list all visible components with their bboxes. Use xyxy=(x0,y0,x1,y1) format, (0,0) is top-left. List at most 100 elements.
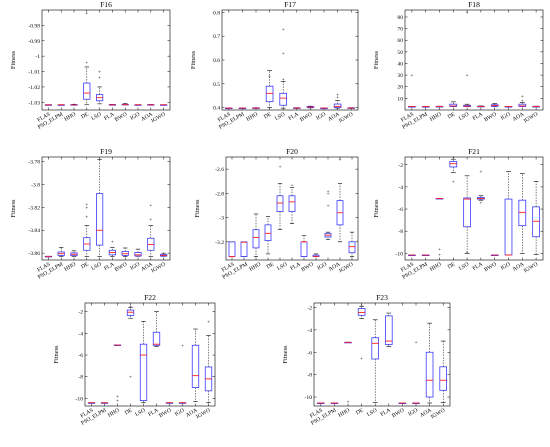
x-tick-label: BWO xyxy=(483,112,497,124)
box-BWO xyxy=(306,105,315,109)
box-LSO: + xyxy=(276,165,284,231)
outlier-point: + xyxy=(521,99,524,105)
x-tick-label: FLA xyxy=(147,408,159,418)
box-body xyxy=(139,343,148,401)
y-tick-label: -3 xyxy=(219,216,224,222)
x-tick-label: HHO xyxy=(245,112,259,123)
y-tick-label: -2 xyxy=(398,163,403,169)
x-tick-label: IGO xyxy=(129,262,141,272)
x-tick-label: DE xyxy=(266,261,276,270)
y-tick-label: -4 xyxy=(78,331,83,337)
box-DE: + xyxy=(265,70,274,108)
y-tick-label: 0.7 xyxy=(213,34,220,40)
y-tick-label: -8 xyxy=(307,373,312,379)
x-tick-label: AOA xyxy=(140,262,154,273)
box-LSO: ++ xyxy=(96,70,104,105)
box-AOA xyxy=(147,104,155,106)
x-tick-label: FLA xyxy=(472,262,484,272)
y-tick-label: -10 xyxy=(305,395,313,401)
outlier-point: + xyxy=(85,11,88,17)
x-tick-label: IGO xyxy=(500,262,512,272)
y-tick-label: -10 xyxy=(396,251,404,257)
outlier-point: + xyxy=(181,343,184,349)
x-tick-label: BWO xyxy=(391,408,405,420)
box-DE: ++ xyxy=(357,303,366,362)
outlier-point: + xyxy=(290,183,293,189)
box-HHO xyxy=(435,105,444,108)
x-tick-label: DE xyxy=(447,111,457,120)
box-PSO_ELPM xyxy=(330,402,339,404)
y-tick-label: -3.2 xyxy=(215,240,224,246)
plot-frame xyxy=(404,9,544,111)
box-FLA: ++ xyxy=(477,169,485,206)
x-tick-label: AOA xyxy=(512,112,526,123)
y-axis-label: Fitness xyxy=(53,345,60,364)
box-HHO: ++ xyxy=(113,344,122,405)
box-body xyxy=(265,85,274,103)
plot-frame xyxy=(41,9,171,111)
box-IGWO xyxy=(439,340,447,403)
outlier-point: + xyxy=(85,60,88,66)
box-FLA: + xyxy=(288,183,296,224)
box-HHO: + xyxy=(344,341,352,406)
box-FLAS xyxy=(228,241,236,258)
y-tick-label: 60 xyxy=(397,38,403,44)
box-body xyxy=(518,199,527,227)
box-FLAS: + xyxy=(408,73,416,108)
outlier-point: + xyxy=(438,252,441,258)
outlier-point: + xyxy=(149,217,152,223)
box-BWO xyxy=(121,103,129,106)
y-tick-label: 0.5 xyxy=(213,82,220,88)
outlier-point: + xyxy=(336,93,339,99)
box-body xyxy=(348,241,356,254)
box-body xyxy=(191,344,200,388)
outlier-point: + xyxy=(414,340,417,346)
x-tick-label: DE xyxy=(355,407,365,416)
outlier-point: + xyxy=(466,10,469,16)
plot-frame xyxy=(84,302,216,407)
box-AOA xyxy=(425,322,434,404)
y-tick-label: 10 xyxy=(397,96,403,102)
box-body xyxy=(371,337,379,360)
box-BWO xyxy=(300,235,308,258)
chart-panel-F16: F16 Fitness -1.03 -1.02 -1.01 -1 -0.99 -0.98 FLA… xyxy=(10,0,171,131)
x-tick-label: BWO xyxy=(158,408,172,420)
box-BWO xyxy=(398,402,407,404)
chart-title: F17 xyxy=(284,0,296,9)
x-tick-label: LSO xyxy=(90,262,102,272)
box-body xyxy=(279,92,287,106)
x-tick-label: DE xyxy=(124,407,134,416)
box-body xyxy=(518,103,527,107)
chart-title: F19 xyxy=(100,147,112,156)
box-body xyxy=(357,308,366,316)
outlier-point: + xyxy=(282,51,285,57)
outlier-point: + xyxy=(282,77,285,83)
box-FLA xyxy=(384,312,393,347)
box-DE xyxy=(449,101,458,107)
outlier-point: + xyxy=(116,394,119,400)
box-DE: ++ xyxy=(449,155,458,185)
y-tick-label: -1.01 xyxy=(28,70,40,76)
box-body xyxy=(252,229,260,249)
box-HHO: ++ xyxy=(435,198,444,258)
box-BWO xyxy=(121,247,129,257)
outlier-point: + xyxy=(85,202,88,208)
y-tick-label: -6 xyxy=(78,353,83,359)
y-tick-label: -10 xyxy=(76,396,84,402)
outlier-point: + xyxy=(116,399,119,405)
box-LSO: + + + xyxy=(279,27,287,109)
box-body xyxy=(152,331,161,346)
box-HHO xyxy=(70,250,78,257)
x-tick-label: FLA xyxy=(103,262,115,272)
box-body xyxy=(384,315,393,345)
box-HHO xyxy=(252,213,260,257)
box-IGWO xyxy=(159,104,168,106)
box-BWO xyxy=(490,254,499,257)
x-tick-label: FLA xyxy=(380,408,392,418)
y-axis-label: Fitness xyxy=(10,50,17,69)
x-tick-label: FLA xyxy=(289,262,301,272)
box-LSO xyxy=(96,158,104,257)
y-tick-label: -6 xyxy=(398,207,403,213)
